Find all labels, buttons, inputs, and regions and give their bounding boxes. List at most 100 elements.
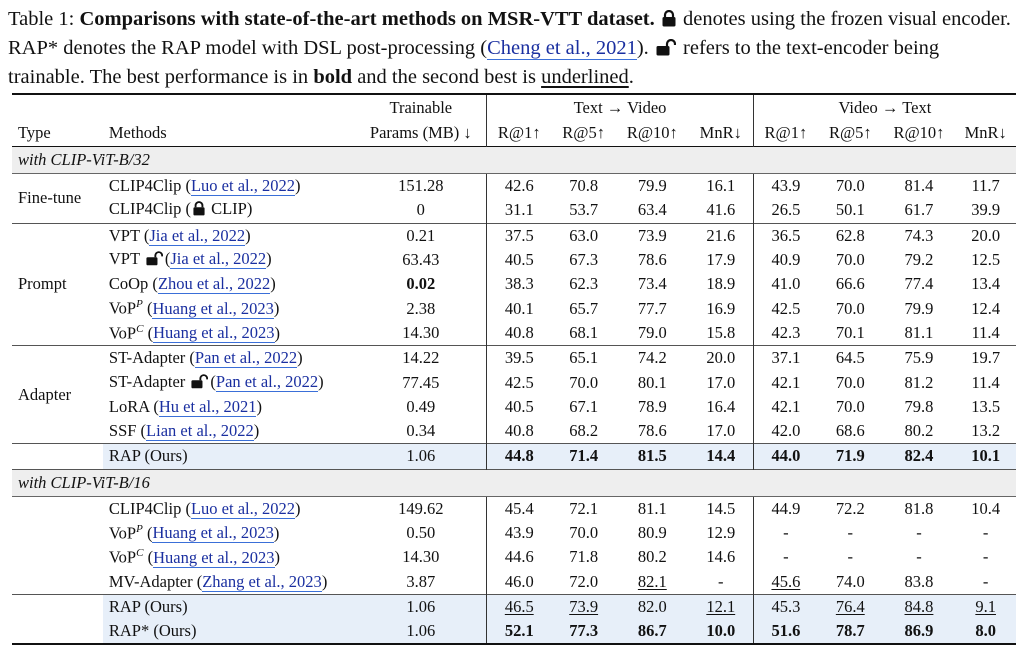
caption-title: Comparisons with state-of-the-art method… <box>79 8 655 30</box>
unlocked-lock-icon <box>146 251 163 271</box>
metric-cell: 78.9 <box>637 396 667 416</box>
citation-link[interactable]: Huang et al., 2023 <box>153 547 275 568</box>
method-name: VoPC (Huang et al., 2023) <box>108 322 281 344</box>
caption-bold-word: bold <box>313 66 353 88</box>
citation-link[interactable]: Pan et al., 2022 <box>194 348 298 369</box>
citation-link[interactable]: Huang et al., 2023 <box>152 298 274 319</box>
group-label <box>12 594 103 644</box>
citation-link[interactable]: Luo et al., 2022 <box>190 176 295 197</box>
metric-cell: 37.5 <box>486 223 552 248</box>
table-caption: Table 1: Comparisons with state-of-the-a… <box>8 6 1018 91</box>
method-name: RAP* (Ours) <box>102 619 356 645</box>
header-metric: MnR↓ <box>699 123 742 142</box>
citation-link[interactable]: Hu et al., 2021 <box>158 396 257 417</box>
metric-cell: 81.1 <box>904 322 934 342</box>
metric-cell: - <box>847 547 854 567</box>
citation-link[interactable]: Huang et al., 2023 <box>153 323 275 344</box>
metric-cell: 78.6 <box>637 250 667 270</box>
metric-cell: - <box>718 571 724 591</box>
metric-cell: 40.9 <box>752 247 818 273</box>
citation-link[interactable]: Jia et al., 2022 <box>170 249 267 270</box>
table-row: CLIP4Clip ( CLIP) 0 31.1 53.7 63.4 41.6 26.5 50… <box>12 198 1016 224</box>
metric-cell: 72.2 <box>835 498 865 518</box>
unlocked-lock-icon <box>191 373 209 394</box>
table-row: Prompt VPT (Jia et al., 2022) 0.21 37.5 63.0… <box>12 223 1016 293</box>
metric-cell: - <box>982 571 989 591</box>
metric-cell: 79.9 <box>904 298 934 318</box>
table-row: ST-Adapter (Pan et al., 2022) 77.45 42.5 70… <box>12 370 1016 395</box>
metric-cell: 65.1 <box>569 348 599 368</box>
metric-cell: 73.9 <box>637 225 667 245</box>
citation-link[interactable]: Jia et al., 2022 <box>149 225 246 246</box>
metric-cell: 40.1 <box>486 296 552 321</box>
metric-cell: 20.0 <box>706 348 736 368</box>
caption-underlined-word: underlined <box>541 66 629 88</box>
results-table: Trainable Text → Video Video → Text Type… <box>12 93 1016 645</box>
header-text-to-video: Text → Video <box>486 94 754 120</box>
metric-cell: 80.2 <box>637 547 667 567</box>
caption-after-cite: ). <box>636 37 654 59</box>
metric-cell: 42.3 <box>752 320 818 346</box>
metric-cell: 82.1 <box>637 571 667 591</box>
group-label: Adapter <box>18 384 72 404</box>
metric-cell: 77.3 <box>551 619 616 645</box>
metric-cell: 42.1 <box>752 394 818 419</box>
header-row-2: Type Methods Params (MB) ↓ R@1↑ R@5↑ R@1… <box>12 120 1016 147</box>
method-tail: ) <box>318 371 324 391</box>
metric-cell: 72.1 <box>569 498 599 518</box>
method-label: ST-Adapter ( <box>108 348 195 368</box>
citation-link[interactable]: Pan et al., 2022 <box>215 371 319 392</box>
metric-cell: 11.4 <box>971 322 1000 342</box>
metric-cell: 62.8 <box>835 225 865 245</box>
group-label: Fine-tune <box>18 188 82 208</box>
params-cell: 2.38 <box>406 298 436 318</box>
table-row: VoPC (Huang et al., 2023) 14.30 40.8 68.1 79… <box>12 320 1016 346</box>
citation-link[interactable]: Zhou et al., 2022 <box>157 274 271 295</box>
method-superscript: P <box>136 298 143 311</box>
citation-link[interactable]: Cheng et al., 2021 <box>487 37 637 60</box>
method-tail: ) <box>274 323 281 343</box>
citation-link[interactable]: Lian et al., 2022 <box>146 421 254 442</box>
section-label: with CLIP-ViT-B/32 <box>12 146 1016 174</box>
metric-cell: 42.0 <box>752 418 818 444</box>
method-name: VoPP (Huang et al., 2023) <box>108 522 280 544</box>
metric-cell: 68.6 <box>835 421 865 441</box>
metric-cell: 81.8 <box>904 498 934 518</box>
params-cell: 14.30 <box>402 547 440 567</box>
citation-link[interactable]: Huang et al., 2023 <box>152 523 274 544</box>
metric-cell: 71.4 <box>551 443 616 470</box>
table-row: VoPP (Huang et al., 2023) 2.38 40.1 65.7 77.… <box>12 296 1016 321</box>
section-label: with CLIP-ViT-B/16 <box>12 469 1016 497</box>
method-label: CoOp ( <box>108 274 158 294</box>
metric-cell: 38.3 <box>486 272 552 297</box>
metric-cell: 42.5 <box>486 370 552 395</box>
params-cell: 14.30 <box>402 322 440 342</box>
metric-cell: 12.9 <box>706 523 736 542</box>
citation-link[interactable]: Luo et al., 2022 <box>190 498 295 519</box>
metric-cell: 13.5 <box>971 396 1001 416</box>
params-cell: 0.02 <box>406 274 436 294</box>
metric-cell: 81.4 <box>904 176 934 196</box>
method-name: RAP (Ours) <box>102 443 356 470</box>
method-name: VPT (Jia et al., 2022) <box>103 223 356 248</box>
caption-end: . <box>628 66 634 88</box>
metric-cell: 18.9 <box>706 274 736 294</box>
params-cell: 1.06 <box>355 594 487 620</box>
metric-cell: 66.6 <box>835 274 865 294</box>
caption-trainable-text: refers to the text-encoder being trainab… <box>8 37 940 88</box>
metric-cell: 13.2 <box>971 421 1001 441</box>
metric-cell: 70.0 <box>835 372 865 392</box>
header-metric: R@5↑ <box>828 123 872 142</box>
metric-cell: 86.7 <box>615 619 689 645</box>
method-tail: ) <box>245 225 251 245</box>
citation-link[interactable]: Zhang et al., 2023 <box>202 571 322 592</box>
table-row: Fine-tune CLIP4Clip (Luo et al., 2022) 151… <box>12 173 1016 207</box>
metric-cell: 11.7 <box>971 176 1000 196</box>
metric-cell: 70.1 <box>835 322 865 342</box>
metric-cell: 70.0 <box>569 523 599 542</box>
table-row: VoPP (Huang et al., 2023) 0.50 43.9 70.0 80.… <box>12 520 1016 546</box>
metric-cell: 44.0 <box>752 443 818 470</box>
method-label: MV-Adapter ( <box>108 571 203 591</box>
table-row: LoRA (Hu et al., 2021) 0.49 40.5 67.1 78.9 16… <box>12 394 1016 419</box>
metric-cell: 14.5 <box>706 498 736 518</box>
